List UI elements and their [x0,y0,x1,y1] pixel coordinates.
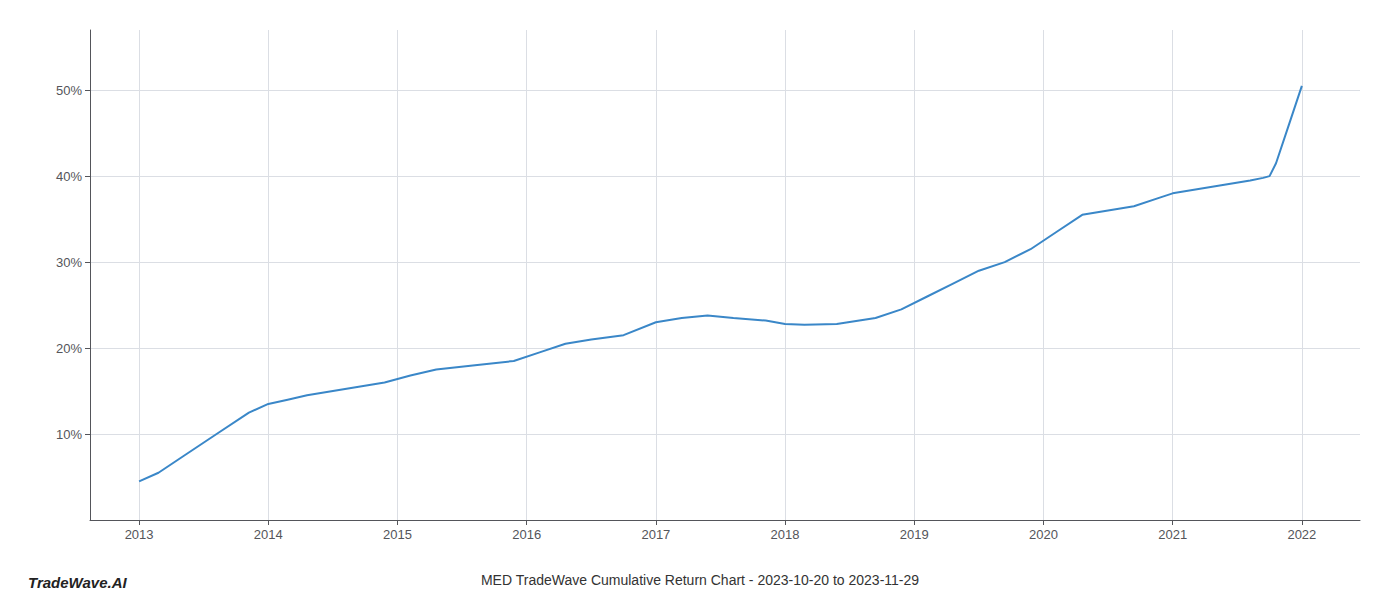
svg-text:10%: 10% [56,427,82,442]
svg-text:2021: 2021 [1158,527,1187,542]
svg-text:50%: 50% [56,83,82,98]
svg-text:TradeWave.AI: TradeWave.AI [28,574,127,591]
svg-text:2016: 2016 [512,527,541,542]
svg-text:20%: 20% [56,341,82,356]
svg-text:2022: 2022 [1287,527,1316,542]
svg-text:2015: 2015 [383,527,412,542]
svg-text:2017: 2017 [641,527,670,542]
svg-text:2013: 2013 [125,527,154,542]
svg-text:30%: 30% [56,255,82,270]
svg-text:2018: 2018 [771,527,800,542]
svg-text:MED TradeWave Cumulative Retur: MED TradeWave Cumulative Return Chart - … [481,572,919,588]
svg-text:2014: 2014 [254,527,283,542]
svg-text:40%: 40% [56,169,82,184]
svg-text:2020: 2020 [1029,527,1058,542]
svg-text:2019: 2019 [900,527,929,542]
